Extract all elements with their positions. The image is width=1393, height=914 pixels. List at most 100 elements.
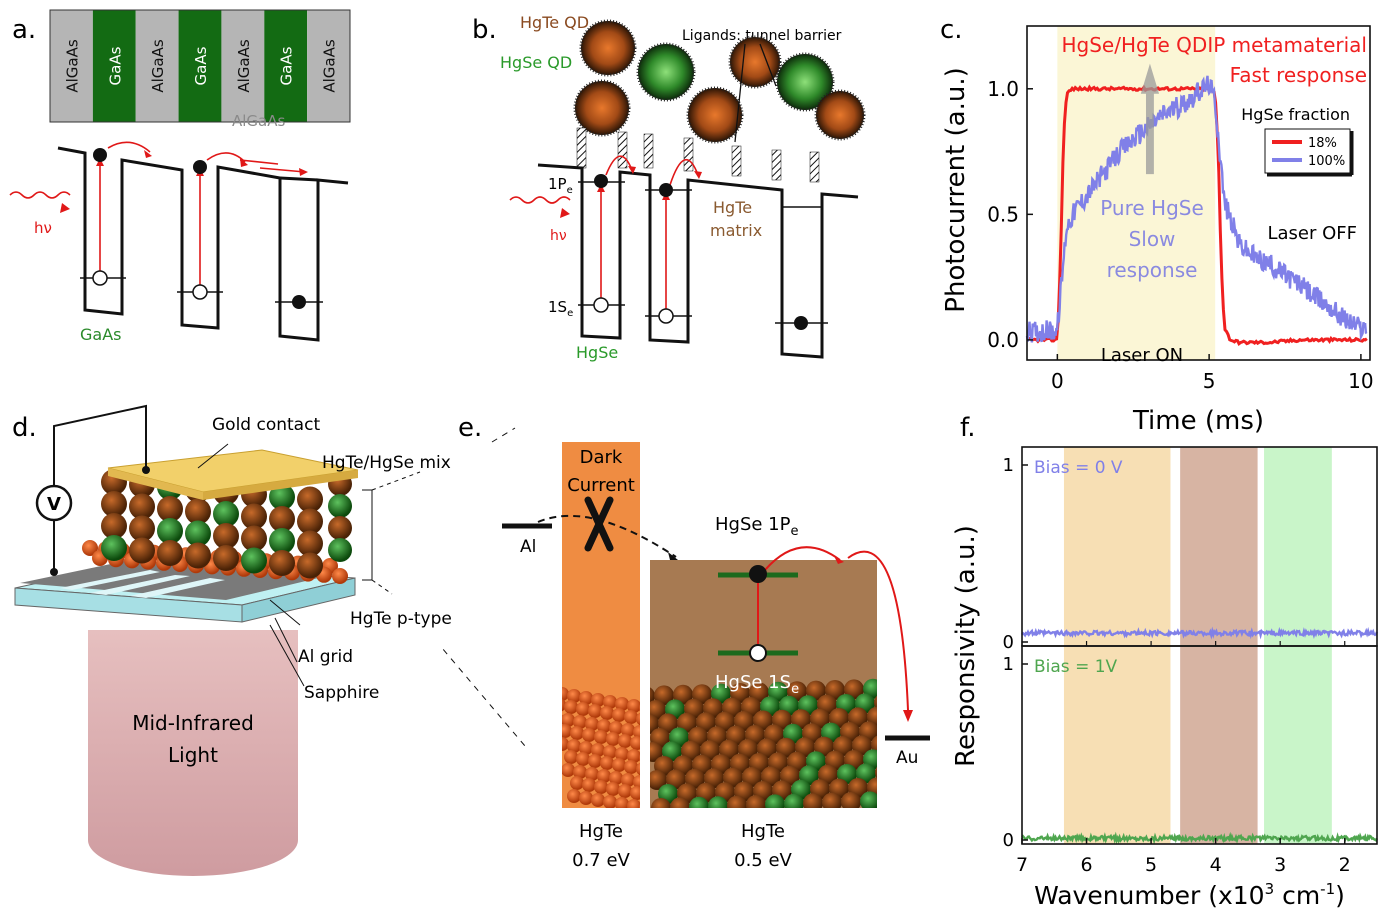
hgse-qd bbox=[775, 52, 835, 112]
hgte-nanocrystal bbox=[651, 798, 671, 808]
nanocrystal bbox=[618, 784, 632, 798]
hgte-nanocrystal bbox=[157, 540, 183, 566]
hgte-nanocrystal bbox=[297, 486, 323, 513]
drift-arrow bbox=[239, 159, 279, 165]
al-label: Al bbox=[520, 537, 536, 557]
nanocrystal bbox=[636, 762, 640, 776]
hgte-nanocrystal bbox=[833, 736, 853, 756]
ip-label: HgSe 1Pe bbox=[715, 514, 799, 539]
nanocrystal bbox=[576, 752, 590, 766]
photocurrent-chart: 0 5 10 0.0 0.5 1.0 Time (ms) Photocurrent (a.u.… bbox=[941, 25, 1374, 436]
hgte-nanocrystal bbox=[848, 707, 868, 728]
laser-off-label: Laser OFF bbox=[1267, 223, 1357, 244]
nanocrystal bbox=[627, 749, 640, 763]
hole bbox=[749, 644, 767, 662]
hgte-nanocrystal bbox=[742, 767, 762, 787]
hgte-nanocrystal bbox=[852, 735, 872, 756]
hgte-nanocrystal bbox=[213, 523, 239, 549]
hgse-nanocrystal bbox=[886, 706, 906, 726]
hole bbox=[192, 284, 208, 300]
hgte-nanocrystal bbox=[101, 513, 127, 539]
tunnel-barriers bbox=[576, 127, 820, 183]
hgte-nanocrystal bbox=[297, 552, 323, 579]
light-label-2: Light bbox=[168, 743, 218, 767]
hgte-nanocrystal bbox=[727, 795, 747, 808]
hgte-nanocrystal bbox=[241, 503, 267, 530]
nanocrystal bbox=[633, 775, 640, 789]
hgte-nanocrystal bbox=[810, 708, 830, 729]
laser-on-label: Laser ON bbox=[1101, 345, 1183, 366]
nanocrystal bbox=[570, 726, 584, 740]
panel-label-f: f. bbox=[960, 413, 976, 443]
hgse-qd-label: HgSe QD bbox=[500, 53, 572, 72]
hgte-nanocrystal bbox=[101, 491, 127, 517]
series-line-bias-1v bbox=[1021, 831, 1379, 845]
right-gap-label: 0.5 eV bbox=[734, 850, 792, 871]
escape-arrow bbox=[206, 152, 246, 163]
nanocrystal bbox=[630, 786, 640, 800]
nanocrystal bbox=[573, 715, 587, 729]
hgse-nanocrystal bbox=[213, 501, 239, 527]
hgte-nanocrystal bbox=[685, 768, 705, 789]
nanocrystal bbox=[621, 773, 635, 787]
nanocrystal bbox=[627, 799, 640, 808]
hgse-nanocrystal bbox=[662, 741, 682, 762]
panel-c: c. 0 5 10 0.0 0.5 1.0 Time (ms) Photocurrent (a… bbox=[940, 15, 1374, 436]
stack-layer-label: AlGaAs bbox=[235, 39, 253, 93]
nanocrystal bbox=[579, 741, 593, 755]
nanocrystal bbox=[328, 538, 352, 562]
y-tick-label: 0 bbox=[1003, 830, 1014, 851]
hgte-nanocrystal bbox=[795, 737, 815, 758]
hgte-qd bbox=[728, 35, 782, 89]
nanocrystal bbox=[594, 730, 608, 744]
left-material-label: HgTe bbox=[579, 821, 623, 842]
x-tick-label: 5 bbox=[1203, 369, 1216, 393]
nanocrystal bbox=[585, 767, 599, 781]
series-label: Bias = 0 V bbox=[1034, 458, 1123, 478]
hgte-nanocrystal bbox=[829, 708, 849, 728]
electron bbox=[794, 316, 808, 330]
hgte-nanocrystal bbox=[886, 777, 906, 797]
nanocrystal bbox=[615, 697, 629, 711]
y-tick-label: 1 bbox=[1003, 455, 1014, 476]
stack-layer-label: AlGaAs bbox=[63, 39, 81, 93]
is-label: 1Se bbox=[548, 298, 573, 319]
nanocrystal bbox=[597, 769, 611, 783]
drift-arrow bbox=[259, 167, 306, 173]
x-tick-label: 6 bbox=[1080, 854, 1092, 876]
hgte-nanocrystal bbox=[734, 711, 754, 731]
hgte-nanocrystal bbox=[761, 766, 781, 787]
pure-hgse-label: Slow bbox=[1129, 227, 1176, 251]
photon-wave bbox=[9, 191, 71, 199]
hgte-nanocrystal bbox=[213, 545, 239, 571]
hgte-qd bbox=[579, 19, 637, 77]
hgte-nanocrystal bbox=[822, 792, 842, 808]
x-tick-label: 2 bbox=[1339, 854, 1351, 876]
hgte-nanocrystal bbox=[677, 712, 697, 733]
hgte-nanocrystal bbox=[905, 776, 925, 796]
blocked-cross-icon bbox=[584, 496, 614, 552]
hgte-nanocrystal bbox=[749, 682, 769, 703]
panel-b: b. HgTe QD HgSe QD Ligands: tunnel barri… bbox=[472, 13, 866, 362]
y-axis-label: Responsivity (a.u.) bbox=[951, 525, 981, 767]
nanocrystal bbox=[564, 750, 578, 764]
nanocrystal bbox=[591, 793, 605, 807]
speedup-arrow-icon bbox=[1140, 63, 1160, 175]
hgte-nanocrystal bbox=[673, 684, 693, 705]
hgte-nanocrystal bbox=[185, 542, 211, 569]
electron bbox=[292, 295, 306, 309]
hgte-nanocrystal bbox=[269, 506, 295, 532]
nanocrystal bbox=[606, 782, 620, 796]
nanocrystal bbox=[615, 747, 629, 761]
matrix-label-1: HgTe bbox=[713, 198, 752, 217]
hgte-nanocrystal bbox=[681, 740, 701, 761]
escape-arrow bbox=[764, 546, 841, 571]
x-tick-label: 10 bbox=[1348, 369, 1373, 393]
collection-arrow bbox=[847, 550, 909, 711]
hgse-nanocrystal bbox=[799, 765, 819, 786]
hgte-nanocrystal bbox=[719, 739, 739, 760]
plot-frame bbox=[1026, 25, 1371, 361]
legend-entry: 100% bbox=[1308, 154, 1345, 169]
stack-layer-algaas bbox=[50, 10, 93, 122]
